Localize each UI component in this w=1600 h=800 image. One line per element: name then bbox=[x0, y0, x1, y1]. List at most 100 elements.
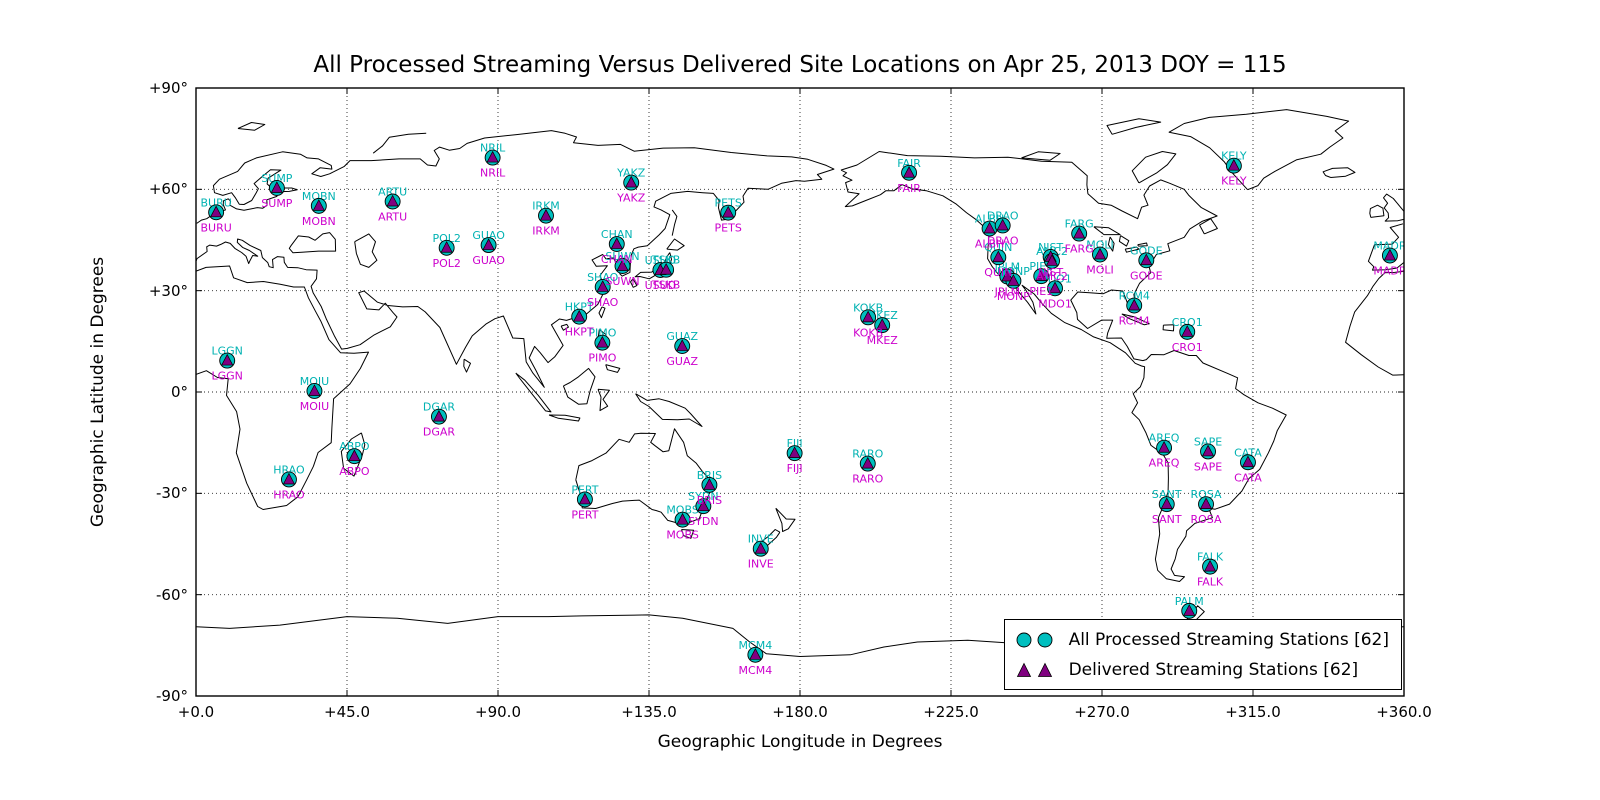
station-marker-triangle bbox=[312, 199, 325, 211]
station-label-processed: SANT bbox=[1152, 488, 1182, 501]
station-label-delivered: ARTU bbox=[378, 210, 407, 223]
station-label-delivered: MONP bbox=[997, 290, 1030, 303]
station-label-delivered: SHAO bbox=[587, 296, 619, 309]
station-label-processed: NIST bbox=[1038, 241, 1063, 254]
station-label-processed: SHAO bbox=[587, 271, 619, 284]
legend-entry-delivered: Delivered Streaming Stations [62] bbox=[1013, 656, 1389, 683]
station-label-processed: ARTU bbox=[378, 185, 407, 198]
station-marker-triangle bbox=[1201, 444, 1215, 457]
station-label-processed: GODE bbox=[1130, 244, 1163, 257]
station-label-delivered: MOBS bbox=[666, 529, 699, 542]
station-label-delivered: GUAZ bbox=[666, 355, 698, 368]
station-marker-triangle bbox=[386, 194, 399, 207]
station-marker-triangle bbox=[432, 409, 446, 422]
station-label-processed: GUAO bbox=[472, 229, 505, 242]
station-label-delivered: ROSA bbox=[1191, 513, 1222, 526]
station-marker-triangle bbox=[221, 353, 234, 366]
station-label-processed: GUAZ bbox=[666, 330, 698, 343]
station-label-processed: SYDN bbox=[688, 490, 718, 503]
station-label-processed: BRIS bbox=[697, 469, 722, 482]
station-label-delivered: GUAO bbox=[472, 254, 505, 267]
legend-triangle-markers bbox=[1016, 662, 1052, 677]
station-label-processed: QUIN bbox=[984, 241, 1012, 254]
station-marker-triangle bbox=[1093, 247, 1107, 260]
station-marker-triangle bbox=[676, 339, 689, 351]
station-label-delivered: PIMO bbox=[588, 352, 616, 365]
station-label-delivered: JPLM bbox=[994, 285, 1021, 298]
station-label-delivered: CATA bbox=[1234, 471, 1262, 484]
y-tick-label: -60° bbox=[156, 585, 188, 604]
station-label-processed: MOLI bbox=[1086, 239, 1114, 252]
station-label-delivered: FARG bbox=[1065, 243, 1094, 256]
station-label-processed: SAPE bbox=[1194, 435, 1222, 448]
station-marker-triangle bbox=[1140, 253, 1153, 266]
station-label-delivered: MDO1 bbox=[1038, 297, 1072, 310]
station-label-delivered: LGGN bbox=[212, 370, 243, 383]
y-tick-label: +60° bbox=[148, 180, 188, 199]
legend-label-delivered: Delivered Streaming Stations [62] bbox=[1068, 659, 1359, 680]
station-label-processed: IRKM bbox=[532, 200, 560, 213]
station-label-delivered: SANT bbox=[1152, 513, 1182, 526]
y-tick-label: +30° bbox=[148, 281, 188, 300]
station-marker-triangle bbox=[749, 648, 762, 660]
station-label-delivered: INVE bbox=[748, 558, 774, 571]
chart-title: All Processed Streaming Versus Delivered… bbox=[313, 52, 1287, 78]
station-label-delivered: MADR bbox=[1373, 265, 1406, 278]
station-label-delivered: POL2 bbox=[432, 257, 460, 270]
station-marker-triangle bbox=[862, 310, 875, 323]
y-tick-label: +90° bbox=[148, 79, 188, 97]
station-label-delivered: MKEZ bbox=[867, 334, 899, 347]
station-label-processed: CHAN bbox=[601, 228, 633, 241]
x-tick-label: +135.0 bbox=[621, 703, 677, 721]
station-label-processed: YAKZ bbox=[616, 167, 646, 180]
station-marker-triangle bbox=[876, 318, 889, 330]
station-marker-triangle bbox=[625, 175, 638, 188]
x-tick-label: +315.0 bbox=[1225, 703, 1281, 721]
x-tick-label: +270.0 bbox=[1074, 703, 1130, 721]
station-label-delivered: ALBH bbox=[975, 238, 1004, 251]
station-label-processed: PETS bbox=[715, 197, 742, 210]
station-label-processed: LGGN bbox=[212, 345, 243, 358]
station-label-delivered: FALK bbox=[1197, 576, 1224, 589]
station-marker-triangle bbox=[596, 335, 609, 348]
station-marker-triangle bbox=[1181, 325, 1194, 337]
station-marker-triangle bbox=[1157, 440, 1171, 453]
station-marker-triangle bbox=[596, 280, 609, 292]
station-label-delivered: MOLI bbox=[1086, 264, 1114, 277]
station-label-delivered: QUIN bbox=[984, 266, 1012, 279]
station-marker-triangle bbox=[1001, 269, 1014, 282]
legend: All Processed Streaming Stations [62] De… bbox=[1003, 619, 1402, 690]
station-label-processed: CRO1 bbox=[1172, 316, 1203, 329]
station-label-processed: ABPO bbox=[339, 440, 370, 453]
station-label-delivered: IRKM bbox=[532, 225, 560, 238]
station-marker-triangle bbox=[902, 166, 916, 178]
station-marker-triangle bbox=[573, 309, 586, 322]
station-label-delivered: FAIR bbox=[897, 182, 921, 195]
station-label-processed: DRAO bbox=[987, 209, 1019, 222]
station-marker-triangle bbox=[1128, 298, 1141, 311]
y-tick-label: -90° bbox=[156, 687, 188, 705]
legend-entry-processed: All Processed Streaming Stations [62] bbox=[1013, 626, 1389, 653]
legend-label-processed: All Processed Streaming Stations [62] bbox=[1068, 629, 1389, 650]
station-marker-triangle bbox=[282, 472, 296, 485]
station-label-delivered: SYDN bbox=[688, 515, 718, 528]
station-label-delivered: CRO1 bbox=[1172, 341, 1203, 354]
gridlines bbox=[196, 88, 1404, 696]
station-marker-triangle bbox=[616, 259, 629, 271]
station-label-processed: POL2 bbox=[432, 232, 460, 245]
station-label-processed: BURU bbox=[200, 196, 231, 209]
station-label-processed: PIMO bbox=[588, 327, 616, 340]
station-marker-triangle bbox=[1203, 559, 1217, 572]
station-label-processed: SUWN bbox=[605, 250, 639, 263]
station-label-delivered: RCM4 bbox=[1119, 315, 1150, 328]
station-marker-triangle bbox=[996, 218, 1009, 231]
station-label-delivered: MOIU bbox=[300, 400, 329, 413]
station-label-delivered: NIST bbox=[1038, 266, 1063, 279]
station-label-processed: FAIR bbox=[897, 157, 921, 170]
station-label-processed: HKPT bbox=[565, 301, 594, 314]
x-axis-label: Geographic Longitude in Degrees bbox=[657, 732, 943, 752]
y-tick-label: -30° bbox=[156, 484, 188, 503]
station-marker-triangle bbox=[1227, 158, 1240, 171]
station-marker-triangle bbox=[610, 237, 623, 249]
